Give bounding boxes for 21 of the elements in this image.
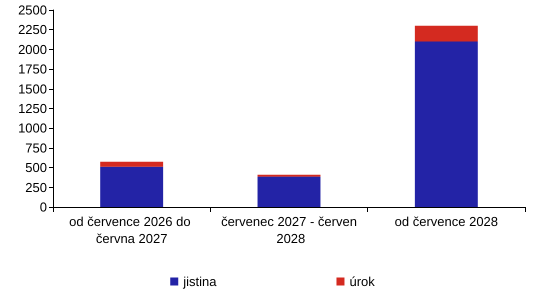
bar <box>414 26 478 42</box>
bar <box>100 166 164 207</box>
x-tick-label: od července 2028 <box>394 214 498 229</box>
y-tick-label: 500 <box>25 160 47 176</box>
y-tick-label: 2250 <box>18 22 47 38</box>
y-tick-label: 1500 <box>18 81 47 96</box>
y-tick-label: 1750 <box>18 62 47 77</box>
y-tick-label: 1250 <box>18 101 47 116</box>
x-tick-label: od července 2026 do června 2027 <box>69 214 194 246</box>
bar <box>414 42 478 207</box>
bar <box>258 176 320 207</box>
bar <box>100 162 164 167</box>
y-tick-label: 750 <box>25 140 47 156</box>
y-tick-label: 1000 <box>18 120 47 136</box>
y-tick-label: 2000 <box>18 42 47 57</box>
legend-label: úrok <box>349 274 376 289</box>
legend-label: jistina <box>182 274 218 289</box>
x-tick-label: červenec 2027 - červen 2028 <box>221 214 357 246</box>
y-tick-label: 2500 <box>18 2 47 18</box>
y-tick-label: 250 <box>25 180 47 195</box>
y-tick-label: 0 <box>40 200 47 214</box>
